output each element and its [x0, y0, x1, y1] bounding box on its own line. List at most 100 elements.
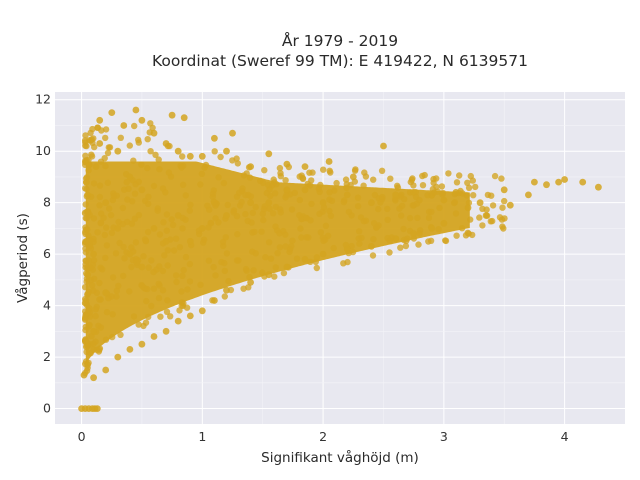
data-points	[78, 106, 602, 412]
scatter-point	[499, 204, 506, 211]
scatter-point	[101, 231, 109, 239]
scatter-point	[109, 311, 116, 318]
scatter-point	[265, 150, 273, 158]
scatter-point	[187, 201, 194, 208]
scatter-point	[162, 189, 169, 196]
scatter-point	[296, 196, 303, 204]
scatter-point	[209, 190, 217, 197]
scatter-point	[186, 237, 194, 245]
scatter-point	[144, 136, 151, 143]
scatter-point	[87, 264, 94, 271]
scatter-point	[139, 282, 146, 290]
scatter-point	[368, 243, 375, 250]
chart-title-line-2: Koordinat (Sweref 99 TM): E 419422, N 61…	[152, 52, 528, 70]
scatter-point	[206, 206, 213, 213]
scatter-point	[221, 293, 228, 300]
scatter-point	[152, 151, 159, 158]
y-tick-label: 4	[43, 298, 51, 313]
scatter-point	[174, 317, 182, 325]
scatter-point	[262, 254, 269, 261]
scatter-point	[496, 214, 504, 221]
scatter-point	[501, 197, 508, 205]
scatter-point	[266, 205, 273, 212]
scatter-point	[98, 127, 105, 134]
scatter-point	[82, 337, 89, 344]
scatter-point	[96, 345, 104, 352]
scatter-point	[131, 190, 139, 197]
scatter-point	[89, 139, 96, 147]
scatter-point	[138, 186, 146, 194]
scatter-point	[267, 255, 275, 262]
scatter-point	[120, 272, 127, 280]
scatter-point	[250, 267, 257, 274]
scatter-point	[174, 212, 182, 219]
scatter-point	[143, 297, 150, 305]
scatter-point	[543, 181, 550, 189]
scatter-point	[301, 163, 309, 171]
scatter-point	[410, 235, 418, 242]
scatter-point	[102, 162, 109, 170]
scatter-point	[102, 366, 110, 374]
scatter-point	[104, 149, 112, 157]
scatter-point	[465, 184, 473, 191]
scatter-point	[343, 184, 350, 191]
scatter-point	[150, 182, 158, 190]
scatter-point	[178, 299, 186, 306]
scatter-point	[215, 174, 222, 181]
scatter-point	[260, 216, 267, 224]
scatter-point	[81, 299, 89, 307]
scatter-point	[210, 263, 217, 271]
scatter-point	[326, 189, 333, 196]
scatter-point	[531, 178, 538, 186]
scatter-point	[164, 262, 171, 269]
scatter-point	[428, 208, 435, 216]
x-tick-label: 2	[319, 429, 327, 444]
scatter-point	[156, 231, 164, 238]
scatter-point	[183, 304, 191, 311]
scatter-point	[445, 170, 452, 177]
scatter-point	[154, 207, 161, 214]
scatter-point	[132, 106, 140, 114]
scatter-point	[133, 259, 140, 266]
scatter-point	[90, 180, 98, 187]
scatter-point	[500, 225, 507, 232]
scatter-point	[425, 214, 433, 222]
scatter-point	[435, 226, 442, 233]
point-cloud-core	[85, 161, 470, 365]
scatter-point	[119, 204, 127, 212]
scatter-point	[97, 324, 105, 331]
scatter-point	[172, 235, 180, 242]
scatter-point	[330, 244, 337, 252]
scatter-point	[361, 169, 368, 176]
scatter-point	[482, 212, 490, 219]
scatter-point	[135, 211, 143, 219]
scatter-point	[308, 177, 315, 184]
x-tick-label: 4	[561, 429, 569, 444]
scatter-point	[298, 234, 305, 241]
scatter-point	[115, 282, 122, 290]
scatter-point	[434, 188, 441, 195]
scatter-point	[94, 229, 101, 236]
scatter-point	[83, 215, 90, 222]
scatter-point	[272, 264, 279, 271]
scatter-point	[325, 158, 333, 165]
scatter-point	[430, 179, 437, 187]
scatter-point	[392, 191, 399, 199]
scatter-point	[103, 242, 111, 249]
scatter-point	[200, 236, 208, 243]
scatter-point	[126, 346, 134, 353]
scatter-point	[85, 322, 93, 330]
scatter-point	[148, 257, 155, 264]
scatter-point	[247, 193, 255, 200]
scatter-point	[467, 216, 474, 223]
scatter-point	[456, 172, 463, 179]
scatter-point	[113, 287, 121, 294]
scatter-point	[169, 221, 177, 229]
scatter-point	[144, 164, 151, 172]
scatter-point	[93, 303, 100, 311]
scatter-point	[198, 170, 206, 177]
scatter-point	[212, 272, 219, 279]
scatter-point	[491, 172, 499, 180]
scatter-point	[240, 172, 248, 179]
scatter-point	[289, 237, 296, 244]
